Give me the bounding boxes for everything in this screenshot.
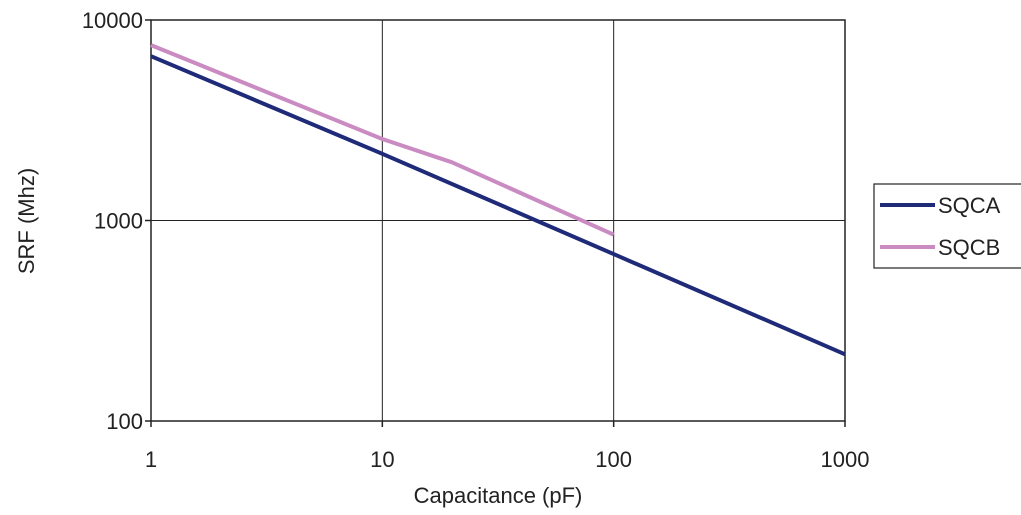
x-tick-label: 1	[145, 447, 157, 472]
x-axis-label: Capacitance (pF)	[414, 483, 583, 508]
series-line-sqcb	[150, 43, 615, 237]
y-tick-label: 1000	[94, 209, 143, 234]
y-tick-label: 100	[106, 409, 143, 434]
series-line-sqca	[150, 54, 846, 357]
y-axis-ticks: 100 1000 10000	[82, 8, 151, 434]
legend-box	[873, 183, 1021, 269]
y-tick-label: 10000	[82, 8, 143, 33]
y-axis-label: SRF (Mhz)	[14, 168, 39, 274]
x-tick-label: 100	[595, 447, 632, 472]
series-group	[150, 43, 846, 357]
grid	[150, 19, 846, 422]
legend: SQCA SQCB	[873, 183, 1021, 269]
x-tick-label: 10	[370, 447, 394, 472]
legend-label-sqca: SQCA	[938, 193, 1001, 218]
legend-label-sqcb: SQCB	[938, 235, 1000, 260]
x-axis-ticks: 1 10 100 1000	[145, 421, 870, 472]
x-tick-label: 1000	[821, 447, 870, 472]
